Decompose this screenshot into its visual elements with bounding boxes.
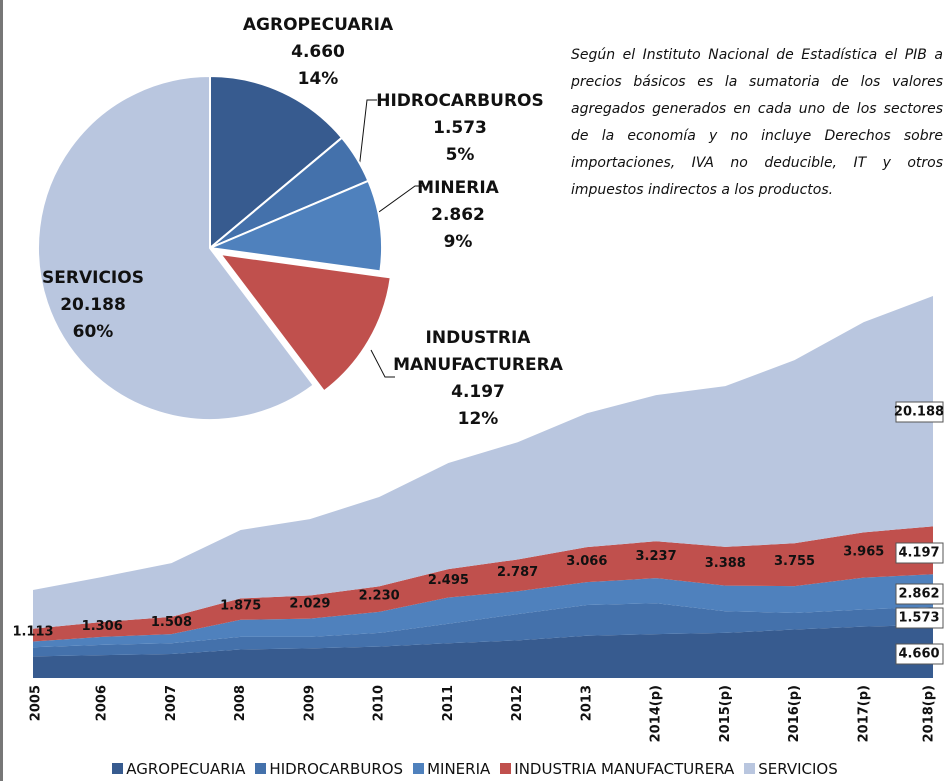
area (33, 526, 933, 642)
legend-item: MINERIA (413, 760, 490, 778)
end-label: 4.660 (895, 643, 944, 665)
leader-line (364, 185, 423, 223)
pie-label-value: 4.660 (291, 42, 345, 62)
data-label: 3.237 (636, 549, 677, 564)
x-tick-label: 2015(p) (718, 685, 733, 742)
legend-label: AGROPECUARIA (126, 760, 246, 778)
end-label-box (895, 643, 944, 665)
end-label: 1.573 (895, 607, 944, 629)
x-tick-label: 2006 (95, 685, 110, 721)
end-label-box (895, 542, 944, 564)
legend-swatch (255, 763, 267, 774)
x-tick-label: 2012 (510, 685, 525, 721)
legend-swatch (413, 763, 425, 774)
pie-slice (209, 74, 344, 251)
x-tick-label: 2005 (29, 685, 44, 721)
legend-item: AGROPECUARIA (112, 760, 245, 778)
area (33, 574, 933, 648)
pie-slice (37, 74, 316, 421)
end-label-text: 4.197 (898, 546, 939, 561)
legend-label: MINERIA (427, 760, 491, 778)
end-label-box (895, 583, 944, 605)
pie-label-percent: 5% (445, 145, 475, 165)
legend-swatch (112, 763, 124, 774)
pie-slice (218, 252, 392, 393)
pie-label-name: MINERIA (417, 178, 499, 198)
legend-item: HIDROCARBUROS (255, 760, 403, 778)
legend-label: HIDROCARBUROS (269, 760, 404, 778)
end-label: 4.197 (895, 542, 944, 564)
pie-slice (206, 179, 383, 273)
leader-line (370, 349, 395, 378)
end-label-text: 1.573 (898, 611, 939, 626)
area (33, 603, 933, 657)
pie-label-name: AGROPECUARIA (242, 15, 394, 35)
pie-label: INDUSTRIA MANUFACTURERA 4.197 12% (363, 325, 593, 433)
x-tick-label: 2007 (164, 685, 179, 721)
pie-label-value: 2.862 (431, 205, 485, 225)
legend-item: SERVICIOS (744, 760, 838, 778)
pie-label: AGROPECUARIA 4.660 14% (233, 12, 403, 93)
end-label-text: 4.660 (898, 647, 939, 662)
x-tick-label: 2014(p) (649, 685, 664, 742)
x-tick-label: 2013 (579, 685, 594, 721)
pie-label-name: HIDROCARBUROS (376, 91, 544, 111)
data-label: 2.230 (359, 589, 400, 604)
end-label-text: 20.188 (894, 405, 944, 420)
legend-label: INDUSTRIA MANUFACTURERA (514, 760, 735, 778)
legend-swatch (744, 763, 756, 774)
pie-label-name: SERVICIOS (42, 268, 144, 288)
leader-line (357, 99, 377, 179)
pie-label: HIDROCARBUROS 1.573 5% (365, 88, 555, 169)
data-label: 2.787 (497, 565, 538, 580)
data-label: 3.965 (843, 544, 884, 559)
x-tick-label: 2011 (441, 685, 456, 721)
data-label: 3.388 (705, 556, 746, 571)
pie-label: MINERIA 2.862 9% (403, 175, 513, 256)
data-label: 2.029 (289, 597, 330, 612)
area (33, 296, 933, 629)
annotation: Según el Instituto Nacional de Estadísti… (571, 47, 943, 198)
pie-label-percent: 14% (297, 69, 339, 89)
pie-label-percent: 60% (72, 322, 114, 342)
x-tick-label: 2009 (302, 685, 317, 721)
end-label-box (895, 401, 944, 423)
area (33, 624, 933, 678)
pie-label-value: 1.573 (433, 118, 487, 138)
legend-label: SERVICIOS (758, 760, 838, 778)
legend-item: INDUSTRIA MANUFACTURERA (500, 760, 734, 778)
legend: AGROPECUARIA HIDROCARBUROS MINERIA INDUSTRI… (3, 760, 944, 778)
end-label-text: 2.862 (898, 587, 939, 602)
pie-label-name: INDUSTRIA MANUFACTURERA (393, 328, 563, 375)
data-label: 1.113 (12, 625, 53, 640)
pie-label-value: 4.197 (451, 382, 505, 402)
pie-label-percent: 12% (457, 409, 499, 429)
x-tick-label: 2010 (372, 685, 387, 721)
end-label: 20.188 (894, 401, 944, 423)
data-label: 3.755 (774, 554, 815, 569)
chart-canvas: 2005 2006 2007 2008 2009 2010 2011 2012 2013 2014… (12, 74, 944, 742)
data-label: 1.875 (220, 599, 261, 614)
x-tick-label: 2016(p) (787, 685, 802, 742)
x-tick-label: 2008 (233, 685, 248, 721)
x-tick-label: 2018(p) (922, 685, 937, 742)
data-label: 1.306 (82, 619, 123, 634)
legend-swatch (500, 763, 512, 774)
end-label-box (895, 607, 944, 629)
pie-label-percent: 9% (443, 232, 473, 252)
pie-label-value: 20.188 (60, 295, 126, 315)
x-tick-label: 2017(p) (856, 685, 871, 742)
data-label: 1.508 (151, 615, 192, 630)
data-label: 3.066 (566, 554, 607, 569)
end-label: 2.862 (895, 583, 944, 605)
data-label: 2.495 (428, 573, 469, 588)
pie-label: SERVICIOS 20.188 60% (23, 265, 163, 346)
